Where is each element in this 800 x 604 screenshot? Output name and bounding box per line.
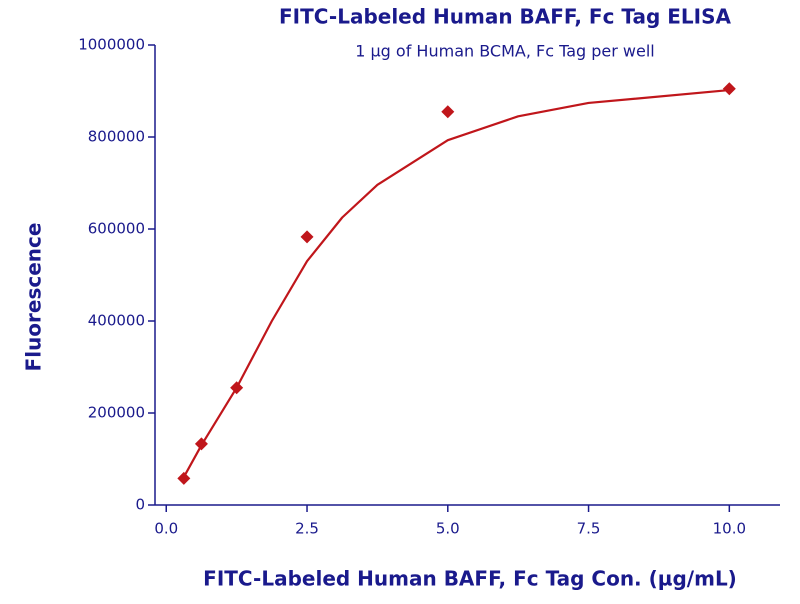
- data-point: [300, 230, 314, 244]
- chart-title: FITC-Labeled Human BAFF, Fc Tag ELISA: [279, 5, 731, 29]
- x-tick-label: 7.5: [577, 520, 601, 538]
- y-tick-label: 0: [135, 496, 145, 514]
- x-tick-label: 2.5: [295, 520, 319, 538]
- y-tick-label: 200000: [88, 404, 145, 422]
- data-point: [722, 82, 736, 96]
- x-tick-label: 10.0: [713, 520, 746, 538]
- chart-subtitle: 1 µg of Human BCMA, Fc Tag per well: [355, 42, 655, 61]
- y-tick-label: 1000000: [78, 36, 145, 54]
- x-tick-label: 5.0: [436, 520, 460, 538]
- data-point: [441, 105, 455, 119]
- y-tick-label: 400000: [88, 312, 145, 330]
- x-tick-label: 0.0: [154, 520, 178, 538]
- y-tick-label: 600000: [88, 220, 145, 238]
- x-axis-label: FITC-Labeled Human BAFF, Fc Tag Con. (µg…: [203, 567, 737, 591]
- y-tick-label: 800000: [88, 128, 145, 146]
- fit-curve: [182, 88, 730, 479]
- y-axis-label: Fluorescence: [22, 223, 46, 372]
